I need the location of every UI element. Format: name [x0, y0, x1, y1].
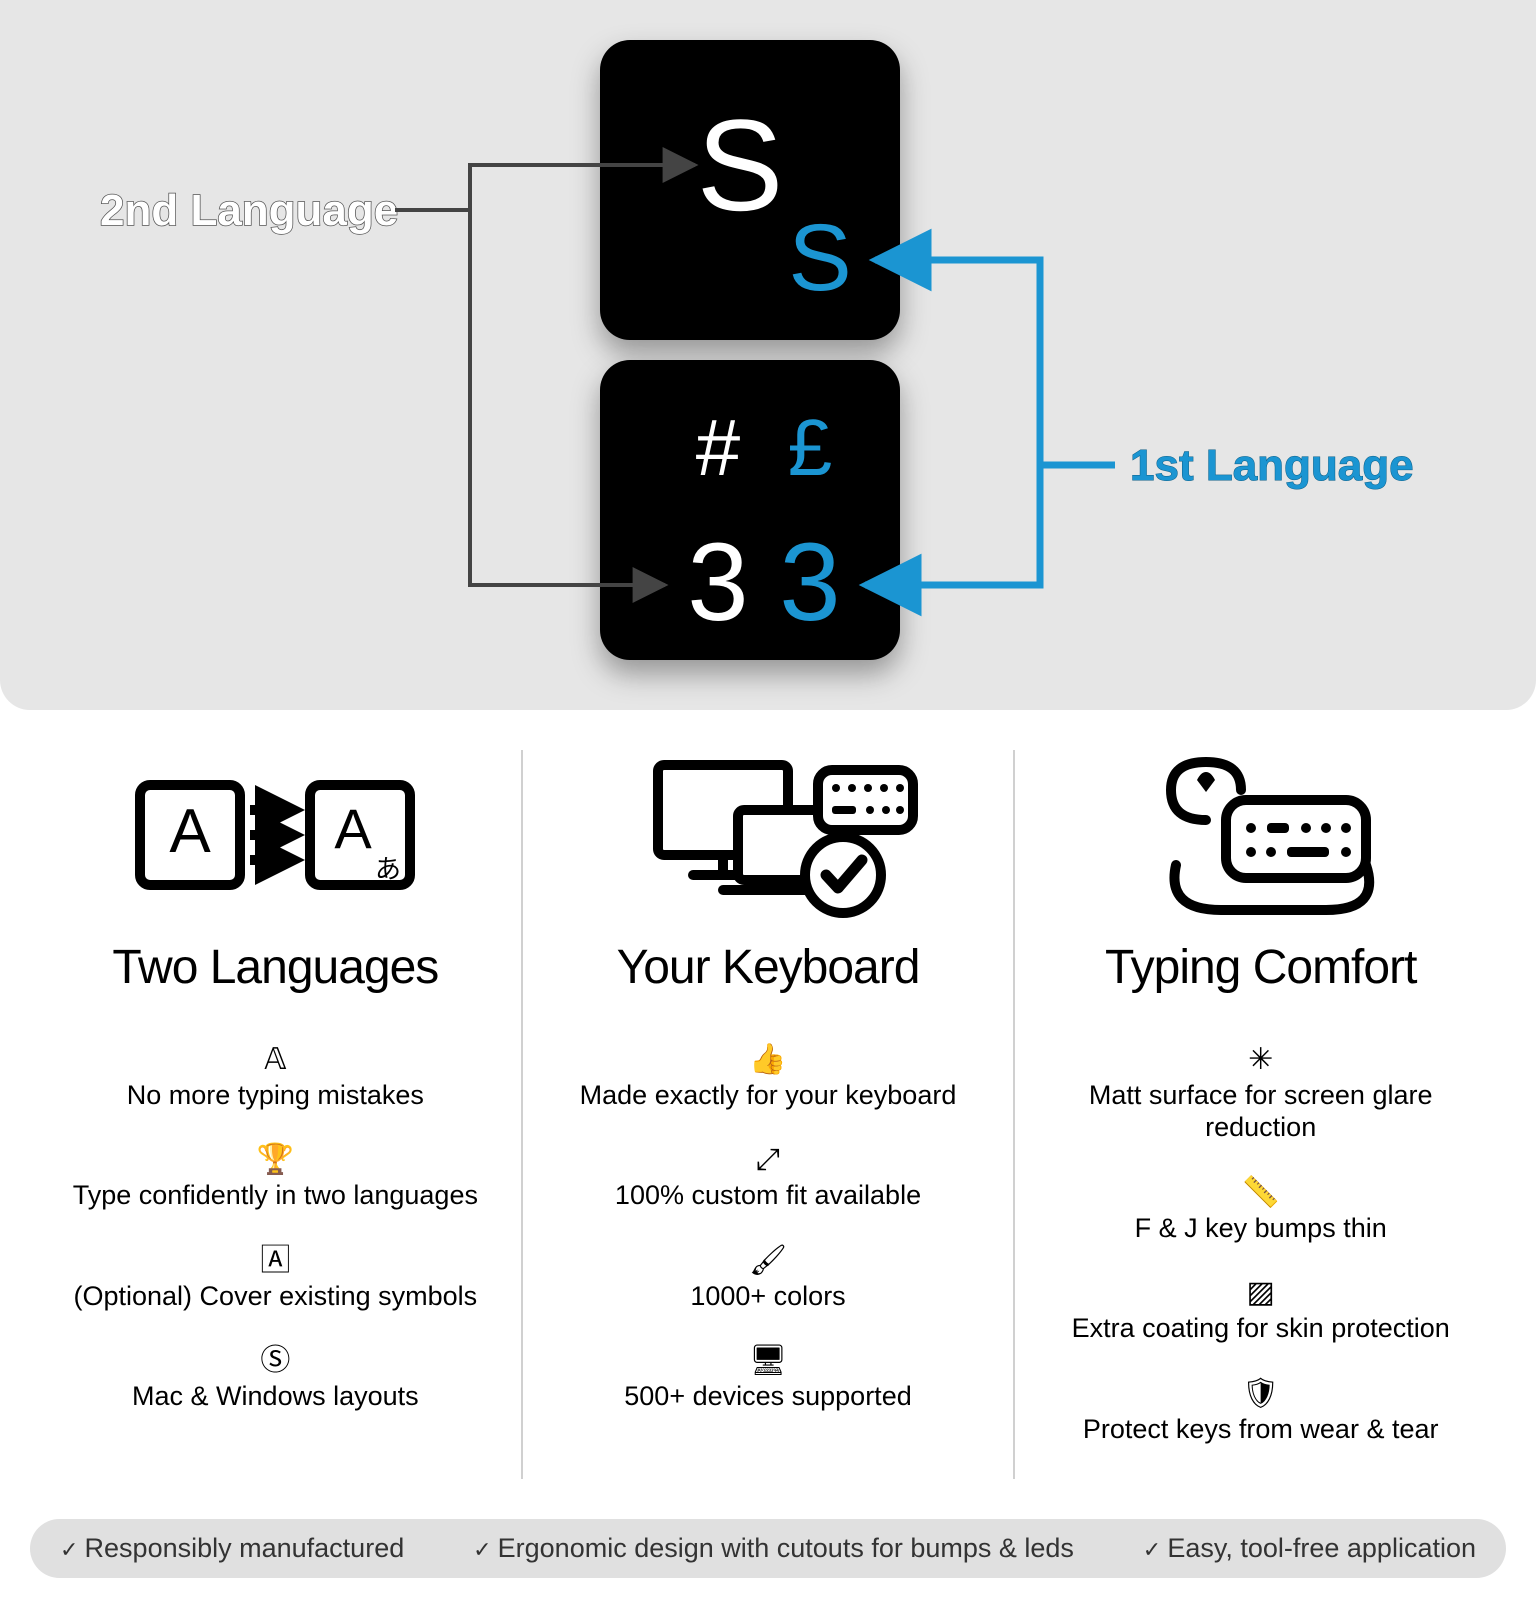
footer-bar: Responsibly manufactured Ergonomic desig…: [30, 1519, 1506, 1578]
feature-text: Extra coating for skin protection: [1045, 1312, 1476, 1344]
keycap-bottom: [600, 360, 900, 660]
key-bottom-3-white: 3: [687, 521, 748, 644]
icon-coating: ▨: [1045, 1278, 1476, 1308]
column-your-keyboard: Your Keyboard 👍 Made exactly for your key…: [521, 750, 1014, 1479]
feature-text: 1000+ colors: [553, 1280, 984, 1312]
your-keyboard-icon: [553, 750, 984, 920]
feature-text: 500+ devices supported: [553, 1380, 984, 1412]
svg-text:A: A: [170, 797, 212, 866]
icon-resize: ⤢: [553, 1145, 984, 1175]
feature-text: 100% custom fit available: [553, 1179, 984, 1211]
footer-item: Ergonomic design with cutouts for bumps …: [473, 1533, 1074, 1564]
two-languages-icon: A A あ: [60, 750, 491, 920]
icon-brush: 🖌: [553, 1246, 984, 1276]
icon-trophy: 🏆: [60, 1145, 491, 1175]
feature-text: Type confidently in two languages: [60, 1179, 491, 1211]
feature-text: Protect keys from wear & tear: [1045, 1413, 1476, 1445]
key-bottom-hash: #: [696, 403, 741, 492]
svg-text:A: A: [335, 797, 373, 860]
icon-ruler: 📏: [1045, 1178, 1476, 1208]
col-title: Typing Comfort: [1045, 940, 1476, 995]
second-language-label: 2nd Language: [100, 186, 398, 235]
footer-item: Easy, tool-free application: [1143, 1533, 1476, 1564]
icon-shield: 🛡: [1045, 1379, 1476, 1409]
typing-comfort-icon: [1045, 750, 1476, 920]
icon-font: 𝔸: [60, 1045, 491, 1075]
col-title: Your Keyboard: [553, 940, 984, 995]
column-two-languages: A A あ Two Languages 𝔸 No more typing mist…: [30, 750, 521, 1479]
feature-text: Made exactly for your keyboard: [553, 1079, 984, 1111]
features-row: A A あ Two Languages 𝔸 No more typing mist…: [0, 710, 1536, 1509]
feature-text: Mac & Windows layouts: [60, 1380, 491, 1412]
column-typing-comfort: Typing Comfort ✳ Matt surface for screen …: [1013, 750, 1506, 1479]
icon-matte: ✳: [1045, 1045, 1476, 1075]
key-bottom-pound: £: [788, 403, 833, 492]
col-title: Two Languages: [60, 940, 491, 995]
keycap-diagram: S S # £ 3 3 2nd Language 1st Language: [0, 0, 1536, 710]
key-top-blue-s: S: [788, 205, 851, 311]
icon-devices: 🖥: [553, 1346, 984, 1376]
feature-text: (Optional) Cover existing symbols: [60, 1280, 491, 1312]
feature-text: Matt surface for screen glare reduction: [1045, 1079, 1476, 1144]
key-top-white-s: S: [697, 92, 784, 238]
icon-overlay: 🄰: [60, 1246, 491, 1276]
svg-text:あ: あ: [375, 854, 401, 884]
icon-thumb: 👍: [553, 1045, 984, 1075]
first-language-label: 1st Language: [1130, 441, 1414, 490]
feature-text: F & J key bumps thin: [1045, 1212, 1476, 1244]
key-bottom-3-blue: 3: [779, 521, 840, 644]
feature-text: No more typing mistakes: [60, 1079, 491, 1111]
footer-item: Responsibly manufactured: [60, 1533, 404, 1564]
icon-layouts: Ⓢ: [60, 1346, 491, 1376]
hero-diagram: S S # £ 3 3 2nd Language 1st Language: [0, 0, 1536, 710]
